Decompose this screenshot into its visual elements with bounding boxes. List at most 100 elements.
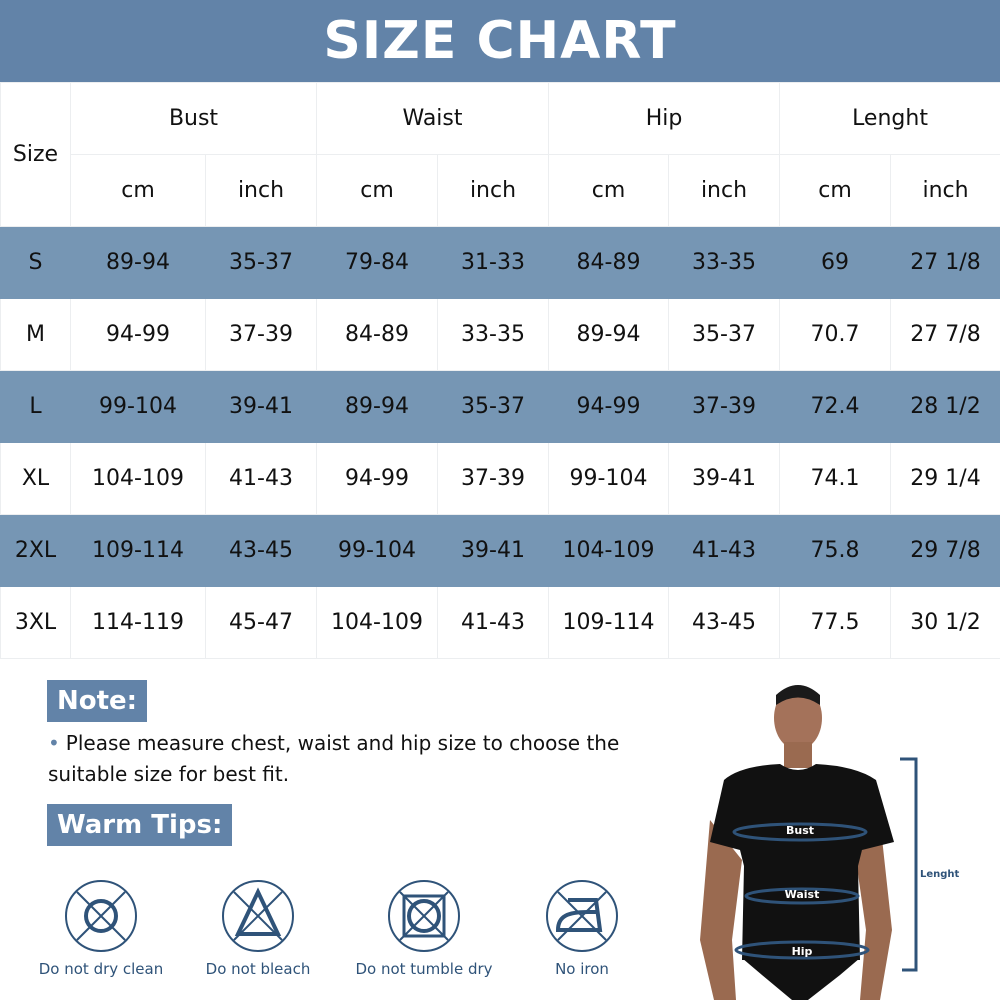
measurement-cell: 77.5 xyxy=(779,586,891,659)
measurement-cell: 43-45 xyxy=(205,514,317,587)
care-item-bleach: Do not bleach xyxy=(178,878,338,978)
unit-header: cm xyxy=(70,154,206,227)
bullet-icon: • xyxy=(48,731,60,755)
size-cell: XL xyxy=(0,442,71,515)
unit-header: cm xyxy=(548,154,669,227)
size-cell: L xyxy=(0,370,71,443)
measurement-cell: 99-104 xyxy=(70,370,206,443)
measurement-cell: 94-99 xyxy=(548,370,669,443)
care-item-iron: No iron xyxy=(502,878,662,978)
measurement-cell: 74.1 xyxy=(779,442,891,515)
header-row-groups: Size Bust Waist Hip Lenght xyxy=(0,82,1000,227)
unit-header: inch xyxy=(889,154,1000,227)
measurement-cell: 41-43 xyxy=(668,514,780,587)
measurement-cell: 39-41 xyxy=(437,514,549,587)
size-cell: M xyxy=(0,298,71,371)
title-bar: SIZE CHART xyxy=(0,0,1000,82)
measurement-cell: 39-41 xyxy=(205,370,317,443)
measurement-cell: 109-114 xyxy=(548,586,669,659)
measurement-cell: 37-39 xyxy=(205,298,317,371)
waist-ring xyxy=(744,887,860,905)
measurement-cell: 30 1/2 xyxy=(889,586,1000,659)
unit-header: cm xyxy=(779,154,891,227)
care-item-dry-clean: Do not dry clean xyxy=(21,878,181,978)
care-label: No iron xyxy=(555,960,609,978)
waist-label: Waist xyxy=(785,888,820,901)
no-tumble-dry-icon xyxy=(388,880,460,952)
no-dry-clean-icon xyxy=(65,880,137,952)
header-hip: Hip xyxy=(548,82,780,155)
measurement-cell: 43-45 xyxy=(668,586,780,659)
measurement-cell: 39-41 xyxy=(668,442,780,515)
note-text: • Please measure chest, waist and hip siz… xyxy=(48,731,620,786)
unit-header: inch xyxy=(205,154,317,227)
measurement-cell: 70.7 xyxy=(779,298,891,371)
size-cell: S xyxy=(0,226,71,299)
bust-ring xyxy=(732,822,868,842)
measurement-cell: 104-109 xyxy=(316,586,438,659)
measurement-cell: 84-89 xyxy=(316,298,438,371)
table-row-3xl: 3XL 114-119 45-47 104-109 41-43 109-114 43-45 7… xyxy=(0,586,1000,659)
note-heading: Note: xyxy=(47,680,148,722)
care-item-tumble-dry: Do not tumble dry xyxy=(344,878,504,978)
measurement-cell: 27 7/8 xyxy=(889,298,1000,371)
measurement-cell: 29 1/4 xyxy=(889,442,1000,515)
unit-header: cm xyxy=(316,154,438,227)
measurement-cell: 99-104 xyxy=(548,442,669,515)
measurement-cell: 79-84 xyxy=(316,226,438,299)
measurement-cell: 104-109 xyxy=(70,442,206,515)
size-cell: 3XL xyxy=(0,586,71,659)
measurement-cell: 45-47 xyxy=(205,586,317,659)
unit-header: inch xyxy=(668,154,780,227)
measurement-cell: 94-99 xyxy=(70,298,206,371)
measurement-cell: 35-37 xyxy=(437,370,549,443)
measurement-cell: 37-39 xyxy=(437,442,549,515)
no-iron-icon xyxy=(546,880,618,952)
header-bust: Bust xyxy=(70,82,317,155)
size-cell: 2XL xyxy=(0,514,71,587)
no-bleach-icon xyxy=(222,880,294,952)
measurement-cell: 28 1/2 xyxy=(889,370,1000,443)
length-bracket xyxy=(900,757,918,972)
length-label: Lenght xyxy=(920,869,960,880)
measurement-cell: 27 1/8 xyxy=(889,226,1000,299)
size-table: Size Bust Waist Hip Lenght cm inch cm in… xyxy=(0,82,1000,659)
measurement-cell: 89-94 xyxy=(548,298,669,371)
measurement-cell: 72.4 xyxy=(779,370,891,443)
header-size: Size xyxy=(0,82,71,227)
page-title: SIZE CHART xyxy=(323,11,677,71)
table-row-m: M 94-99 37-39 84-89 33-35 89-94 35-37 70.7 27 7/… xyxy=(0,298,1000,371)
measurement-cell: 29 7/8 xyxy=(889,514,1000,587)
warm-tips-heading: Warm Tips: xyxy=(47,804,233,846)
measurement-cell: 84-89 xyxy=(548,226,669,299)
header-row-units: cm inch cm inch cm inch cm inch xyxy=(1,154,1000,227)
measurement-cell: 41-43 xyxy=(437,586,549,659)
measurement-cell: 89-94 xyxy=(316,370,438,443)
measurement-cell: 104-109 xyxy=(548,514,669,587)
hip-ring xyxy=(734,940,870,960)
table-row-s: S 89-94 35-37 79-84 31-33 84-89 33-35 69 27 1/8 xyxy=(0,226,1000,299)
measurement-cell: 33-35 xyxy=(668,226,780,299)
measurement-cell: 35-37 xyxy=(205,226,317,299)
care-label: Do not dry clean xyxy=(38,960,164,978)
measurement-cell: 89-94 xyxy=(70,226,206,299)
hip-label: Hip xyxy=(792,945,813,958)
measurement-cell: 41-43 xyxy=(205,442,317,515)
unit-header: inch xyxy=(437,154,549,227)
measurement-cell: 75.8 xyxy=(779,514,891,587)
table-row-2xl: 2XL 109-114 43-45 99-104 39-41 104-109 41-43 75… xyxy=(0,514,1000,587)
bust-label: Bust xyxy=(786,824,814,837)
care-label: Do not tumble dry xyxy=(355,960,493,978)
header-waist: Waist xyxy=(316,82,549,155)
measurement-cell: 31-33 xyxy=(437,226,549,299)
measurement-cell: 94-99 xyxy=(316,442,438,515)
table-row-xl: XL 104-109 41-43 94-99 37-39 99-104 39-41 74.1 2… xyxy=(0,442,1000,515)
measurement-cell: 69 xyxy=(779,226,891,299)
measurement-cell: 114-119 xyxy=(70,586,206,659)
measurement-cell: 99-104 xyxy=(316,514,438,587)
model-figure: Bust Waist Hip Lenght xyxy=(700,685,960,1000)
care-label: Do not bleach xyxy=(205,960,311,978)
table-row-l: L 99-104 39-41 89-94 35-37 94-99 37-39 72.4 28 1… xyxy=(0,370,1000,443)
header-length: Lenght xyxy=(778,82,1000,155)
model-silhouette xyxy=(700,685,894,1000)
